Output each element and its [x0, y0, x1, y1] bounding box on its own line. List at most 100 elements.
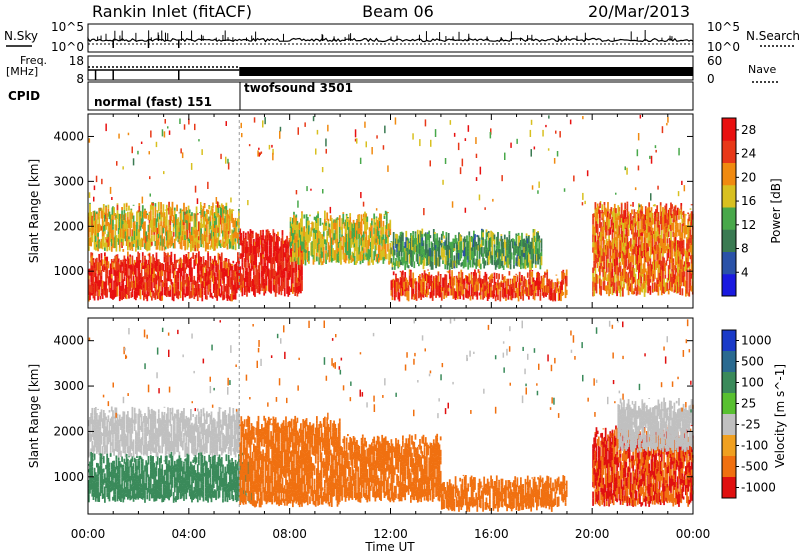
heat-cell	[674, 209, 677, 216]
heat-cell	[639, 244, 641, 248]
heat-cell	[387, 235, 389, 239]
heat-cell	[508, 284, 511, 291]
heat-cell	[475, 291, 478, 297]
heat-cell	[163, 282, 166, 287]
heat-cell	[459, 234, 462, 242]
heat-cell	[439, 255, 442, 260]
heat-cell	[369, 227, 372, 232]
heat-cell	[439, 274, 442, 275]
heat-cell	[631, 267, 633, 271]
heat-cell	[663, 243, 665, 254]
heat-cell	[296, 290, 299, 297]
heat-cell	[605, 214, 608, 226]
heat-cell	[525, 251, 528, 256]
heat-cell	[418, 282, 420, 291]
heat-cell	[612, 252, 615, 263]
heat-cell	[91, 415, 94, 424]
heat-cell	[282, 252, 285, 262]
heat-cell	[547, 279, 550, 284]
heat-cell	[517, 282, 520, 288]
heat-cell	[289, 288, 292, 292]
heat-cell	[172, 263, 175, 266]
heat-cell	[474, 292, 476, 295]
heat-cell	[272, 252, 275, 257]
heat-cell	[459, 245, 462, 253]
heat-cell	[447, 270, 450, 274]
heat-cell	[277, 250, 279, 254]
heat-cell	[178, 258, 181, 265]
heat-cell	[247, 231, 250, 235]
heat-cell	[650, 248, 653, 255]
heat-cell	[474, 284, 476, 292]
heat-cell	[176, 291, 178, 299]
heat-cell	[245, 285, 247, 293]
heat-cell	[453, 276, 456, 278]
heat-cell	[359, 251, 362, 261]
heat-cell	[626, 248, 629, 259]
heat-cell	[337, 247, 340, 252]
heat-cell	[395, 273, 397, 276]
heat-cell	[273, 232, 276, 237]
heat-cell	[600, 222, 602, 232]
heat-cell	[688, 229, 691, 232]
heat-cell	[604, 249, 607, 257]
heat-cell	[304, 248, 307, 259]
heat-cell	[391, 279, 394, 283]
heat-cell	[646, 243, 648, 253]
heat-cell	[462, 238, 465, 242]
heat-cell	[634, 214, 637, 224]
heat-cell	[290, 248, 293, 252]
heat-cell	[151, 296, 153, 301]
heat-cell	[219, 293, 222, 298]
heat-cell	[91, 407, 94, 416]
heat-cell	[118, 446, 121, 452]
heat-cell	[91, 252, 94, 256]
heat-cell	[467, 293, 470, 299]
heat-cell	[130, 208, 133, 210]
heat-cell	[226, 222, 229, 230]
heat-point	[442, 179, 444, 185]
heat-cell	[90, 217, 93, 229]
heat-cell	[186, 229, 189, 240]
heat-cell	[147, 215, 150, 221]
heat-point	[537, 190, 539, 194]
heat-cell	[526, 250, 529, 255]
heat-cell	[101, 445, 104, 457]
heat-cell	[97, 213, 99, 220]
heat-cell	[534, 249, 537, 255]
heat-cell	[640, 213, 643, 221]
heat-point	[216, 201, 219, 208]
heat-cell	[198, 236, 200, 241]
heat-cell	[275, 234, 278, 237]
heat-cell	[656, 216, 659, 228]
heat-cell	[502, 279, 505, 283]
heat-cell	[273, 256, 276, 261]
heat-cell	[435, 238, 437, 240]
heat-cell	[540, 283, 543, 290]
heat-cell	[146, 241, 149, 252]
heat-cell	[287, 286, 290, 297]
heat-cell	[139, 443, 142, 449]
heat-cell	[642, 229, 645, 234]
heat-cell	[541, 278, 544, 288]
heat-cell	[495, 236, 498, 240]
heat-cell	[176, 204, 178, 212]
heat-cell	[241, 240, 244, 243]
heat-cell	[261, 247, 263, 253]
heat-cell	[218, 215, 221, 223]
power-cbar-swatch	[722, 162, 736, 186]
heat-cell	[620, 257, 623, 262]
heat-cell	[642, 214, 645, 219]
heat-cell	[89, 452, 91, 456]
heat-cell	[626, 201, 629, 204]
heat-cell	[118, 263, 121, 265]
heat-cell	[92, 432, 95, 440]
heat-cell	[628, 241, 631, 249]
freq-label-1: Freq.	[20, 54, 47, 67]
heat-cell	[377, 230, 380, 239]
heat-cell	[132, 215, 135, 223]
heat-cell	[131, 229, 134, 237]
heat-cell	[603, 252, 606, 262]
heat-cell	[196, 263, 199, 271]
heat-cell	[305, 233, 308, 242]
